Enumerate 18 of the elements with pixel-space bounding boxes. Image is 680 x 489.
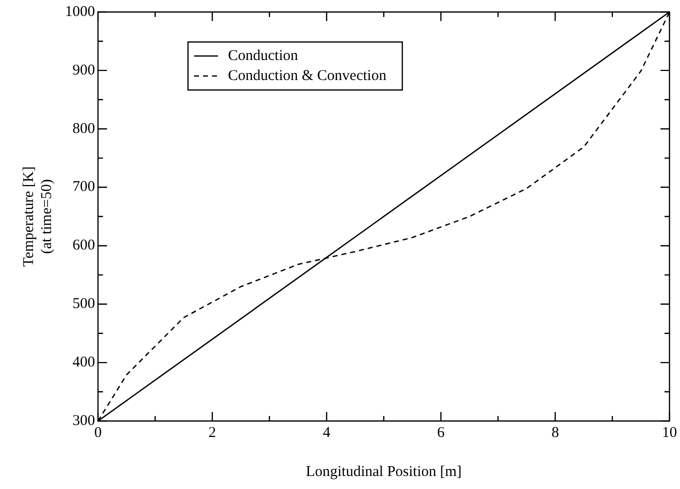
x-tick-label: 6 [437,424,446,441]
x-axis-title: Longitudinal Position [m] [306,464,462,480]
y-tick-label: 1000 [65,4,95,20]
y-axis-title: Temperature [K] (at time=50) [20,166,55,267]
y-tick-label: 500 [72,296,95,312]
y-tick-label: 300 [72,412,95,429]
x-tick-label: 0 [94,424,102,441]
y-tick-label: 900 [72,62,95,78]
x-tick-label: 8 [551,424,559,441]
y-tick-label: 600 [72,238,95,254]
y-tick-label: 800 [72,120,95,137]
y-tick-label: 700 [72,179,95,196]
legend-label: Conduction [228,48,298,64]
x-tick-label: 2 [208,424,216,441]
x-tick-label: 10 [662,424,677,441]
legend-label: Conduction & Convection [228,68,387,84]
y-tick-label: 400 [72,354,95,371]
x-tick-label: 4 [322,424,331,441]
